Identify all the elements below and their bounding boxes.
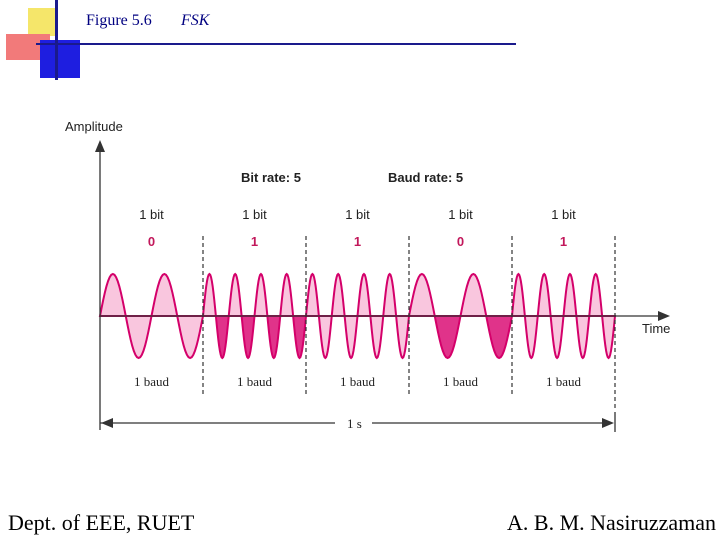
y-axis-label: Amplitude [65, 119, 123, 134]
duration-arrow-left [101, 418, 113, 428]
bit-unit-label: 1 bit [448, 207, 473, 222]
x-axis-arrow [658, 311, 670, 321]
y-axis-arrow [95, 140, 105, 152]
bit-rate-label: Bit rate: 5 [241, 170, 301, 185]
fsk-waveform [98, 272, 617, 360]
wave-half-cycle [575, 315, 591, 360]
wave-half-cycle [549, 315, 565, 360]
bit-value: 1 [560, 234, 567, 249]
baud-label: 1 baud [340, 374, 376, 389]
bit-unit-label: 1 bit [139, 207, 164, 222]
figure-number: Figure 5.6 [86, 12, 152, 29]
wave-half-cycle [124, 315, 153, 360]
bit-value: 1 [251, 234, 258, 249]
bit-unit-label: 1 bit [242, 207, 267, 222]
duration-arrow-right [602, 418, 614, 428]
wave-half-cycle [317, 315, 333, 360]
decor-yellow-square [28, 8, 56, 36]
bit-value: 0 [148, 234, 155, 249]
wave-half-cycle [343, 315, 359, 360]
wave-half-cycle [176, 315, 205, 360]
footer-author: A. B. M. Nasiruzzaman [507, 510, 716, 535]
wave-half-cycle [562, 272, 578, 317]
bit-unit-label: 1 bit [551, 207, 576, 222]
bit-unit-label: 1 bit [345, 207, 370, 222]
wave-half-cycle [485, 315, 514, 360]
wave-half-cycle [292, 315, 308, 360]
decor-horizontal-line [36, 43, 516, 45]
baud-label: 1 baud [134, 374, 170, 389]
duration-label: 1 s [347, 416, 362, 431]
decor-blue-square [40, 40, 80, 78]
wave-half-cycle [98, 272, 127, 317]
wave-half-cycle [523, 315, 539, 360]
wave-half-cycle [240, 315, 256, 360]
bit-labels: 1 bit 0 1 baud 1 bit 1 1 baud 1 bit 1 1 baud 1 bi… [134, 207, 582, 389]
wave-half-cycle [459, 272, 488, 317]
bit-value: 1 [354, 234, 361, 249]
wave-half-cycle [382, 272, 398, 317]
wave-half-cycle [601, 315, 617, 360]
x-axis-label: Time [642, 321, 670, 336]
wave-half-cycle [150, 272, 179, 317]
bit-value: 0 [457, 234, 464, 249]
wave-half-cycle [369, 315, 385, 360]
wave-half-cycle [407, 272, 436, 317]
wave-half-cycle [279, 272, 295, 317]
wave-half-cycle [395, 315, 411, 360]
baud-label: 1 baud [443, 374, 479, 389]
wave-half-cycle [304, 272, 320, 317]
footer-department: Dept. of EEE, RUET [8, 510, 195, 535]
wave-half-cycle [536, 272, 552, 317]
wave-half-cycle [433, 315, 462, 360]
wave-half-cycle [510, 272, 526, 317]
wave-half-cycle [356, 272, 372, 317]
wave-half-cycle [214, 315, 230, 360]
wave-half-cycle [253, 272, 269, 317]
baud-rate-label: Baud rate: 5 [388, 170, 463, 185]
decor-vertical-line [55, 0, 58, 80]
wave-half-cycle [266, 315, 282, 360]
wave-half-cycle [201, 272, 217, 317]
wave-half-cycle [227, 272, 243, 317]
figure-title: FSK [181, 12, 210, 29]
baud-label: 1 baud [237, 374, 273, 389]
wave-half-cycle [330, 272, 346, 317]
wave-half-cycle [588, 272, 604, 317]
baud-label: 1 baud [546, 374, 582, 389]
